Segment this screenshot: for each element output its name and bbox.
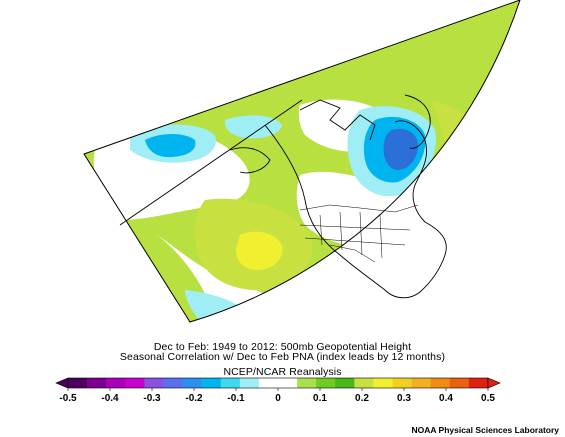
colorbar-tick-label: 0.2 [355,393,369,404]
zero-region-pacific-north [93,133,250,220]
colorbar-swatch [468,378,489,388]
colorbar-swatch [297,378,317,388]
colorbar-tick-label: -0.2 [185,393,203,404]
colorbar-tick-label: -0.4 [101,393,119,404]
colorbar-swatch [163,378,183,388]
neg-weak-region-arctic [224,115,282,139]
meridian-line [119,99,303,226]
colorbar-min-arrow [55,377,69,389]
colorbar-swatch [201,378,222,388]
colorbar-swatch [87,378,107,388]
colorbar-tick-label: 0.1 [313,393,327,404]
dataset-label: NCEP/NCAR Reanalysis [223,366,342,378]
colorbar-swatch [182,378,202,388]
colorbar-tick-label: -0.5 [59,393,77,404]
pos-mid-region-gulf [349,238,449,293]
colorbar-swatch [354,378,374,388]
colorbar-swatch [106,378,126,388]
map-title-line2: Seasonal Correlation w/ Dec to Feb PNA (… [119,351,446,363]
colorbar-swatch [430,378,451,388]
political-borders [299,204,419,263]
pos-max-region-gulf [392,260,420,281]
colorbar: -0.5 -0.4 -0.3 -0.2 -0.1 0 0.1 0.2 0.3 0.4 0.5 [55,377,501,404]
correlation-map [83,0,521,323]
colorbar-swatch [278,378,298,388]
colorbar-swatch [239,378,260,388]
colorbar-swatch [144,378,164,388]
colorbar-max-arrow [487,377,501,389]
colorbar-tick-label: -0.3 [143,393,161,404]
map-panel [83,0,521,323]
map-field [84,0,520,322]
coastline-north-america [264,120,447,299]
colorbar-tick-label: 0 [275,393,281,404]
coastline-arctic-islands [299,99,376,141]
colorbar-swatch [392,378,412,388]
neg-mid-region-north-pacific [145,134,196,158]
colorbar-swatch [125,378,145,388]
map-sector-outline [83,0,521,323]
border-grid-us [299,211,411,259]
colorbar-swatch [449,378,470,388]
credit-label: NOAA Physical Sciences Laboratory [411,425,559,435]
colorbar-tick-label: 0.3 [397,393,411,404]
coastlines [229,94,447,299]
border-us-mexico [329,244,376,263]
colorbar-swatch [335,378,355,388]
coastline-greenland [404,94,431,149]
neg-strong-region-canada [383,128,418,170]
colorbar-tick-label: -0.1 [227,393,245,404]
pos-mid-region-central-pacific [235,231,283,270]
colorbar-swatch [220,378,241,388]
coastline-alaska [229,147,271,174]
colorbar-swatch [258,378,279,388]
colorbar-swatch [373,378,393,388]
colorbar-swatch [316,378,336,388]
pos-strong-region-gulf [375,251,432,288]
colorbar-swatch [68,378,88,388]
colorbar-swatch [411,378,432,388]
colorbar-tick-label: 0.5 [481,393,495,404]
border-us-canada [299,204,419,213]
map-title-line1: Dec to Feb: 1949 to 2012: 500mb Geopoten… [153,341,412,353]
colorbar-tick-label: 0.4 [439,393,453,404]
